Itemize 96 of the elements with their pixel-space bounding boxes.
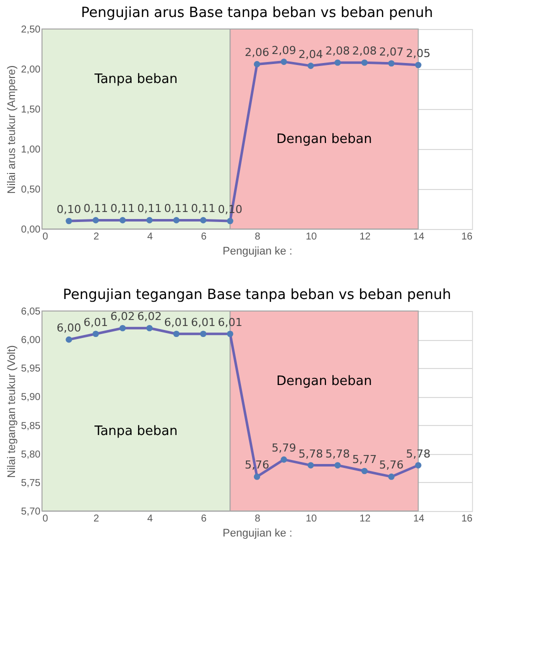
y-axis-title: Nilai arus teukur (Ampere) [6,65,18,194]
data-label: 2,08 [325,44,350,58]
band-label: Dengan beban [276,132,372,147]
data-label: 0,11 [84,202,108,216]
x-tick-label: 2 [93,514,100,524]
x-tick-label: 14 [413,514,425,524]
point [200,330,206,338]
data-label: 5,77 [352,453,377,466]
point [92,330,99,338]
data-label: 2,09 [272,44,296,57]
x-tick-label: 8 [254,514,261,524]
x-tick-label: 0 [42,232,48,242]
point [308,62,314,69]
y-tick-label: 6,00 [21,335,41,346]
band-label: Tanpa beban [94,72,178,87]
data-label: 0,11 [110,202,135,216]
x-tick-label: 2 [93,232,100,242]
point [173,330,180,338]
y-tick-label: 5,95 [21,364,41,375]
point [173,217,180,224]
y-tick-label: 2,50 [21,24,41,36]
y-tick-label: 5,90 [21,392,41,404]
point [280,456,288,463]
data-label: 0,11 [191,202,216,216]
y-tick-label: 0,50 [21,184,41,196]
data-label: 6,02 [110,310,135,324]
chart-title: Pengujian arus Base tanpa beban vs beban penuh [81,5,433,21]
data-label: 5,78 [406,447,430,460]
point [415,62,422,68]
y-tick-label: 1,00 [21,144,41,156]
x-tick-label: 8 [254,232,261,242]
y-tick-label: 0,00 [21,224,41,236]
x-tick-label: 0 [42,514,48,524]
y-axis-title: Nilai tegangan teukur (Volt) [6,345,18,478]
point [66,218,72,224]
data-label: 2,04 [298,48,323,61]
data-label: 5,79 [272,442,296,455]
data-label: 0,11 [137,202,162,216]
point [226,218,234,224]
point [361,468,368,474]
chart-title: Pengujian tegangan Base tanpa beban vs beban penuh [62,287,452,303]
data-label: 6,00 [56,322,82,335]
x-tick-label: 10 [306,514,318,524]
data-label: 6,01 [164,316,189,329]
point [146,324,153,332]
data-label: 2,05 [406,47,430,60]
y-tick-label: 2,00 [21,64,41,76]
band-label: Tanpa beban [94,424,178,439]
data-label: 2,08 [352,44,377,58]
data-label: 6,02 [137,310,162,324]
x-tick-label: 16 [461,514,473,524]
y-tick-label: 6,05 [21,306,41,318]
x-tick-label: 4 [147,232,154,242]
data-label: 0,11 [164,202,189,216]
data-label: 5,78 [298,447,323,460]
x-tick-label: 6 [200,232,207,242]
data-label: 2,06 [244,46,270,60]
y-tick-label: 5,80 [21,449,41,460]
point [415,462,422,468]
x-tick-label: 6 [200,514,207,524]
point [146,217,153,224]
x-tick-label: 4 [147,514,154,524]
data-label: 6,01 [84,316,108,329]
data-label: 6,01 [191,316,216,329]
x-tick-label: 12 [359,232,371,242]
x-axis-title: Pengujian ke : [222,246,292,258]
point [308,462,314,468]
point [92,217,99,224]
data-label: 5,78 [325,447,350,460]
y-tick-label: 5,75 [21,478,41,489]
data-label: 6,01 [218,316,242,329]
point [334,462,341,468]
point [226,330,234,338]
point [119,324,126,332]
point [254,61,260,68]
data-label: 2,07 [379,45,404,58]
point [388,60,395,67]
y-tick-label: 5,85 [21,420,41,432]
point [119,217,126,224]
data-label: 0,10 [56,203,82,216]
point [280,58,288,65]
x-tick-label: 10 [306,232,318,242]
point [334,59,341,66]
x-tick-label: 16 [461,232,473,242]
point [361,59,368,66]
band-label: Dengan beban [276,374,372,389]
y-tick-label: 5,70 [21,506,41,518]
point [66,336,72,343]
point [254,474,260,480]
x-tick-label: 14 [413,232,425,242]
point [200,217,206,224]
x-axis-title: Pengujian ke : [222,528,292,540]
data-label: 5,76 [379,458,404,472]
point [388,474,395,480]
y-tick-label: 1,50 [21,104,41,116]
x-tick-label: 12 [359,514,371,524]
